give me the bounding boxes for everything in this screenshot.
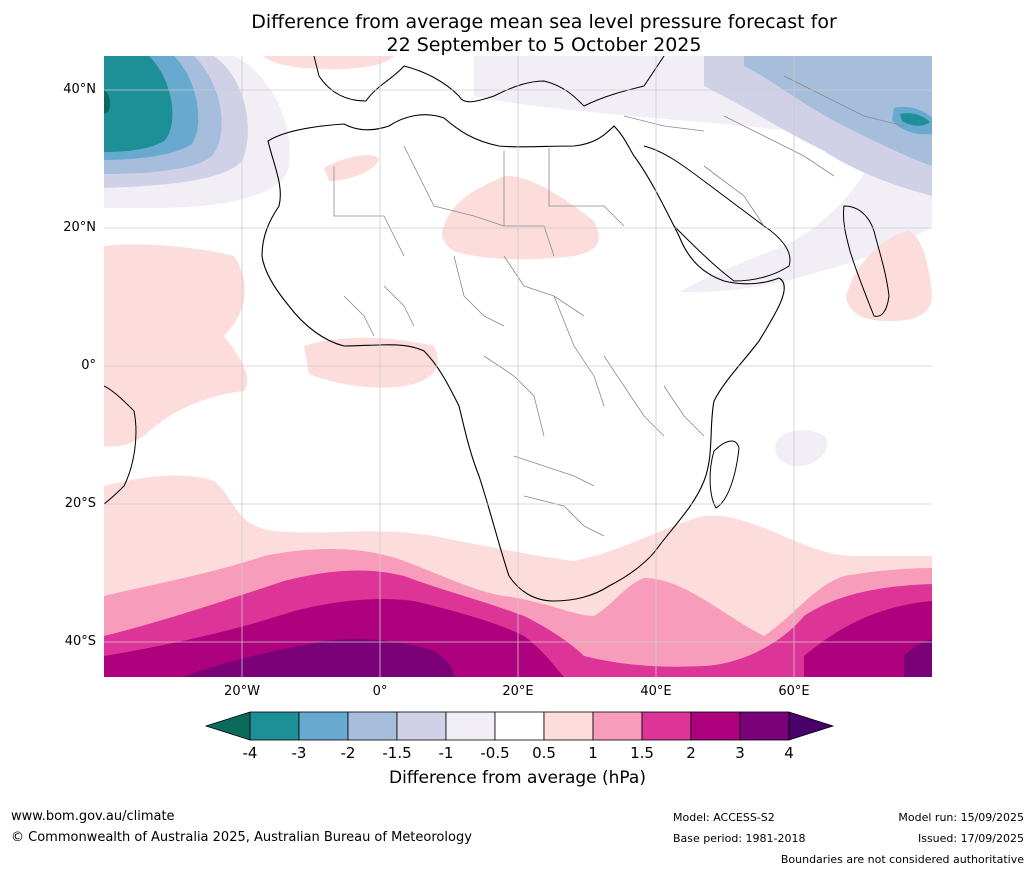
anomaly-neg05-east-indian-ocean bbox=[774, 430, 828, 467]
anomaly-neg3-himalaya bbox=[900, 113, 930, 126]
colorbar-tick: -1.5 bbox=[382, 744, 412, 762]
lat-label-20n: 20°N bbox=[63, 220, 96, 235]
colorbar-cell bbox=[347, 711, 398, 741]
chart-title-line-1: Difference from average mean sea level p… bbox=[251, 11, 837, 33]
madagascar-coastline bbox=[709, 440, 740, 509]
pressure-anomaly-map bbox=[104, 56, 932, 677]
colorbar-tick: -0.5 bbox=[480, 744, 510, 762]
colorbar-cell bbox=[739, 711, 790, 741]
india-coastline bbox=[843, 205, 890, 317]
colorbar-tick: 2 bbox=[686, 744, 696, 762]
anomaly-neg3-north-atlantic bbox=[104, 56, 173, 152]
lat-label-0: 0° bbox=[81, 358, 96, 373]
footer-model: Model: ACCESS-S2 bbox=[673, 811, 775, 824]
south-america-coastline bbox=[104, 385, 137, 505]
colorbar-cell bbox=[592, 711, 643, 741]
country-borders bbox=[333, 75, 905, 537]
colorbar-tick: -1 bbox=[438, 744, 454, 762]
colorbar-extend-high bbox=[788, 711, 835, 741]
europe-coastline bbox=[313, 56, 665, 107]
lat-label-40s: 40°S bbox=[64, 634, 96, 649]
colorbar-cell bbox=[396, 711, 447, 741]
colorbar-tick: -3 bbox=[291, 744, 307, 762]
footer-issued: Issued: 17/09/2025 bbox=[917, 832, 1024, 845]
colorbar-cell bbox=[641, 711, 692, 741]
footer-base-period: Base period: 1981-2018 bbox=[673, 832, 806, 845]
colorbar-tick: 0.5 bbox=[532, 744, 556, 762]
colorbar-cell bbox=[249, 711, 300, 741]
anomaly-pos05-sahara-libya bbox=[442, 175, 599, 260]
colorbar-extend-low bbox=[204, 711, 251, 741]
lon-label-0: 0° bbox=[372, 684, 388, 699]
anomaly-pos3-southern-band bbox=[184, 639, 932, 677]
footer-disclaimer: Boundaries are not considered authoritat… bbox=[780, 853, 1024, 866]
colorbar-tick: -2 bbox=[340, 744, 356, 762]
colorbar bbox=[204, 711, 835, 741]
arabia-coastline bbox=[643, 145, 791, 282]
colorbar-tick: 1 bbox=[588, 744, 598, 762]
anomaly-pos05-north-atlantic-patch bbox=[264, 56, 394, 70]
africa-coastline bbox=[261, 114, 785, 602]
map-graticule bbox=[104, 56, 932, 677]
colorbar-tick: 4 bbox=[784, 744, 794, 762]
colorbar-cell bbox=[445, 711, 496, 741]
lon-label-20e: 20°E bbox=[502, 684, 534, 699]
colorbar-cell bbox=[543, 711, 594, 741]
colorbar-cell bbox=[494, 711, 545, 741]
colorbar-label: Difference from average (hPa) bbox=[389, 768, 646, 788]
footer-url: www.bom.gov.au/climate bbox=[11, 809, 175, 824]
footer-copyright: © Commonwealth of Australia 2025, Austra… bbox=[11, 830, 472, 845]
anomaly-pos05-gulf-of-guinea bbox=[304, 337, 438, 388]
footer-model-run: Model run: 15/09/2025 bbox=[898, 811, 1024, 824]
lat-label-40n: 40°N bbox=[63, 82, 96, 97]
colorbar-cell bbox=[690, 711, 741, 741]
colorbar-tick: 1.5 bbox=[630, 744, 654, 762]
anomaly-neg15-asia bbox=[744, 56, 932, 166]
colorbar-tick: 3 bbox=[735, 744, 745, 762]
anomaly-pos05-western-sahara bbox=[324, 155, 379, 181]
colorbar-cell bbox=[298, 711, 349, 741]
anomaly-pos05-tropical-atlantic bbox=[104, 244, 248, 447]
lon-label-60e: 60°E bbox=[778, 684, 810, 699]
lat-label-20s: 20°S bbox=[64, 496, 96, 511]
lon-label-40e: 40°E bbox=[640, 684, 672, 699]
lon-label-20w: 20°W bbox=[224, 684, 260, 699]
anomaly-neg4-north-atlantic bbox=[104, 90, 111, 114]
chart-title-line-2: 22 September to 5 October 2025 bbox=[386, 34, 702, 56]
colorbar-tick: -4 bbox=[242, 744, 258, 762]
